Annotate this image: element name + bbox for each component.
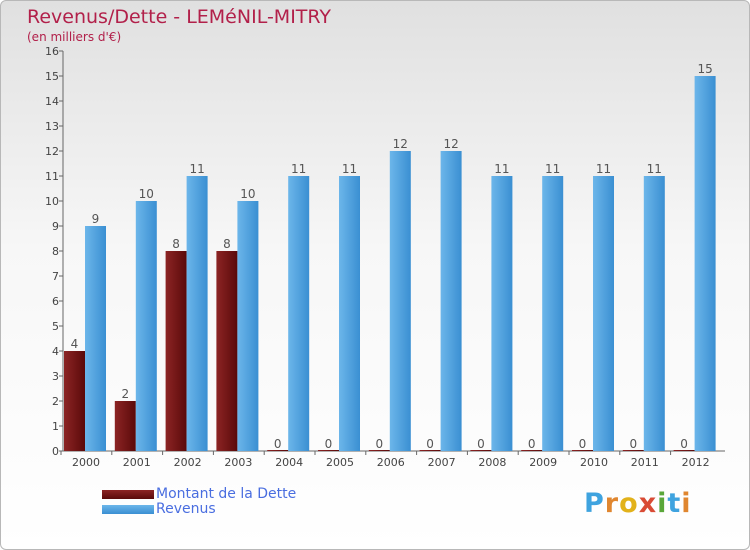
x-tick-label: 2010	[580, 456, 608, 469]
x-tick-label: 2000	[72, 456, 100, 469]
chart-subtitle: (en milliers d'€)	[27, 30, 122, 44]
data-label: 0	[680, 437, 688, 451]
y-tick-label: 1	[52, 420, 59, 433]
data-label: 8	[223, 237, 231, 251]
legend-label-revenus: Revenus	[156, 501, 216, 517]
y-tick-label: 16	[45, 45, 59, 58]
logo-letter: r	[604, 488, 620, 519]
bar-dette	[267, 450, 289, 451]
bar-dette	[673, 450, 695, 451]
y-tick-label: 4	[52, 345, 59, 358]
x-tick-label: 2003	[224, 456, 252, 469]
data-label: 2	[121, 387, 129, 401]
x-tick-label: 2005	[326, 456, 354, 469]
x-tick-label: 2009	[529, 456, 557, 469]
bar-revenus	[339, 176, 360, 451]
y-tick-label: 8	[52, 245, 59, 258]
bar-dette	[216, 251, 238, 451]
data-label: 11	[189, 162, 204, 176]
logo-letter: t	[667, 488, 682, 519]
y-tick-label: 12	[45, 145, 59, 158]
data-label: 11	[545, 162, 560, 176]
data-label: 11	[291, 162, 306, 176]
bar-dette	[64, 351, 85, 451]
logo-letter: o	[619, 488, 639, 519]
bar-revenus	[542, 176, 564, 451]
bar-dette	[470, 450, 492, 451]
data-label: 9	[92, 212, 100, 226]
bar-dette	[419, 450, 441, 451]
bar-dette	[165, 251, 187, 451]
data-label: 0	[629, 437, 637, 451]
x-tick-label: 2001	[123, 456, 151, 469]
data-label: 10	[139, 187, 154, 201]
legend-swatch-revenus	[102, 505, 154, 514]
bar-revenus	[389, 151, 411, 451]
chart-title: Revenus/Dette - LEMéNIL-MITRY	[27, 6, 331, 28]
data-label: 0	[426, 437, 434, 451]
bar-revenus	[643, 176, 665, 451]
bar-revenus	[694, 76, 716, 451]
bar-dette	[572, 450, 593, 451]
y-tick-label: 10	[45, 195, 59, 208]
logo-letter: P	[584, 488, 605, 519]
y-tick-label: 7	[52, 270, 59, 283]
x-tick-label: 2006	[377, 456, 405, 469]
bar-dette	[368, 450, 390, 451]
bar-revenus	[593, 176, 614, 451]
data-label: 0	[375, 437, 383, 451]
y-tick-label: 5	[52, 320, 59, 333]
bar-dette	[521, 450, 543, 451]
bar-revenus	[237, 201, 259, 451]
x-tick-label: 2012	[682, 456, 710, 469]
bar-dette	[318, 450, 339, 451]
bar-dette	[622, 450, 644, 451]
data-label: 15	[697, 62, 712, 76]
x-tick-label: 2004	[275, 456, 303, 469]
data-label: 11	[596, 162, 611, 176]
x-tick-label: 2002	[174, 456, 202, 469]
data-label: 10	[240, 187, 255, 201]
logo-letter: x	[638, 488, 658, 519]
data-label: 0	[528, 437, 536, 451]
data-label: 0	[477, 437, 485, 451]
data-label: 12	[443, 137, 458, 151]
y-tick-label: 0	[52, 445, 59, 458]
y-tick-label: 3	[52, 370, 59, 383]
data-label: 12	[393, 137, 408, 151]
x-tick-label: 2011	[631, 456, 659, 469]
logo-letter: i	[681, 488, 692, 519]
bar-revenus	[186, 176, 208, 451]
bar-revenus	[491, 176, 513, 451]
bar-revenus	[288, 176, 310, 451]
y-tick-label: 14	[45, 95, 59, 108]
data-label: 0	[325, 437, 333, 451]
bar-dette	[114, 401, 136, 451]
data-label: 11	[494, 162, 509, 176]
bar-revenus	[440, 151, 462, 451]
y-tick-label: 13	[45, 120, 59, 133]
x-tick-label: 2007	[428, 456, 456, 469]
legend-swatch-debt	[102, 490, 154, 499]
y-tick-label: 15	[45, 70, 59, 83]
bar-revenus	[85, 226, 106, 451]
y-tick-label: 6	[52, 295, 59, 308]
data-label: 0	[579, 437, 587, 451]
proxiti-logo: Proxiti	[584, 488, 692, 519]
logo-letter: i	[657, 488, 668, 519]
data-label: 11	[342, 162, 357, 176]
y-tick-label: 2	[52, 395, 59, 408]
y-tick-label: 9	[52, 220, 59, 233]
x-tick-label: 2008	[478, 456, 506, 469]
data-label: 11	[647, 162, 662, 176]
data-label: 4	[71, 337, 79, 351]
data-label: 8	[172, 237, 180, 251]
y-tick-label: 11	[45, 170, 59, 183]
legend-label-debt: Montant de la Dette	[156, 486, 297, 502]
data-label: 0	[274, 437, 282, 451]
bar-revenus	[135, 201, 157, 451]
